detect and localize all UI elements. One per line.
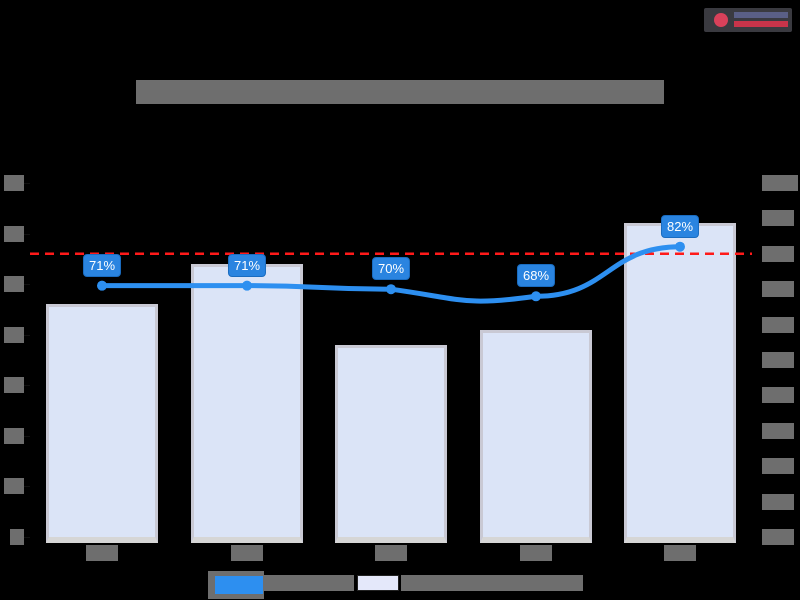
- legend-bar-label: [redacted series label]: [401, 575, 583, 591]
- right-axis-tick-label: 50%: [762, 352, 794, 368]
- left-axis-tick-label: [t0]: [10, 529, 24, 545]
- left-axis-tick: [24, 537, 30, 538]
- right-axis-tick-label: 70%: [762, 281, 794, 298]
- data-label: 68%: [516, 264, 556, 288]
- data-label: 70%: [371, 257, 411, 281]
- right-axis-tick-label: 40%: [762, 387, 794, 404]
- bar: [624, 223, 736, 543]
- x-axis-label: [cat5]: [664, 545, 696, 561]
- left-axis-tick-label: [t1]: [4, 478, 24, 495]
- logo-text-top: [734, 12, 788, 18]
- left-axis-tick: [24, 486, 30, 488]
- right-axis-tick-label: 80%: [762, 245, 794, 262]
- left-axis-tick: [24, 334, 30, 336]
- right-axis-tick-label: 100%: [762, 175, 798, 191]
- right-axis-tick-label: 0%: [762, 529, 794, 545]
- left-axis-tick-label: [t2]: [4, 427, 24, 444]
- data-label: 82%: [660, 214, 700, 238]
- left-axis-tick: [24, 435, 30, 437]
- left-axis-tick-label: [t5]: [4, 276, 24, 293]
- right-axis-tick-label: 90%: [762, 210, 794, 227]
- left-axis-tick-label: [t3]: [4, 377, 24, 394]
- chart-title: [redacted title]: [136, 80, 664, 104]
- legend-line-swatch: [208, 571, 264, 599]
- data-label: 71%: [82, 253, 122, 277]
- right-axis-tick-label: 10%: [762, 493, 794, 510]
- x-axis-label: [cat1]: [86, 545, 118, 561]
- left-axis-tick-label: [t7]: [4, 175, 24, 191]
- logo-mark-icon: [714, 13, 728, 27]
- x-axis-label: [cat4]: [520, 545, 552, 561]
- brand-logo: [704, 8, 792, 32]
- left-axis-tick: [24, 385, 30, 387]
- legend-bar-swatch: [357, 575, 399, 591]
- right-axis-tick-label: 30%: [762, 422, 794, 439]
- left-axis-tick: [24, 284, 30, 286]
- left-axis-tick: [24, 233, 30, 235]
- logo-text-bottom: [734, 21, 788, 27]
- left-axis-tick-label: [t6]: [4, 225, 24, 242]
- data-label: 71%: [227, 253, 267, 277]
- left-axis-tick: [24, 183, 30, 184]
- x-axis-label: [cat3]: [375, 545, 407, 561]
- bar: [46, 304, 158, 543]
- right-axis-tick-label: 60%: [762, 316, 794, 333]
- x-axis-label: [cat2]: [231, 545, 263, 561]
- left-axis-tick-label: [t4]: [4, 326, 24, 343]
- right-axis-tick-label: 20%: [762, 458, 794, 475]
- bar: [335, 344, 447, 543]
- bar: [480, 329, 592, 543]
- legend-line-label: [redacted series label]: [264, 575, 354, 591]
- bar: [191, 263, 303, 543]
